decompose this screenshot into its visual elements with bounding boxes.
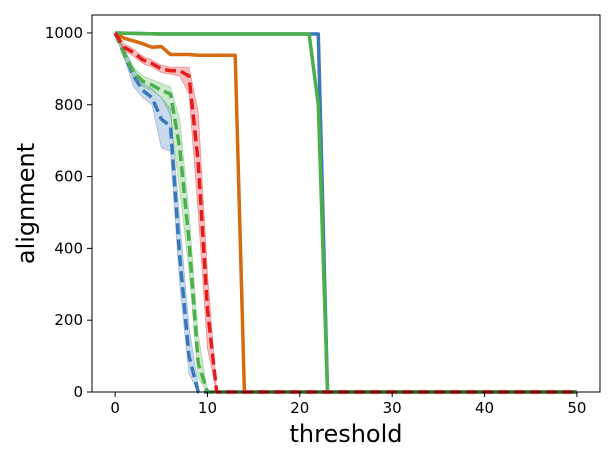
x-tick-label: 50 [567,399,586,417]
x-tick-label: 30 [383,399,402,417]
series-4-line [113,32,577,394]
x-axis-ticks: 0 10 20 30 40 50 [110,392,586,417]
x-tick-label: 0 [110,399,120,417]
series-3-line [113,32,577,394]
plot-frame [91,14,601,393]
y-tick-label: 600 [54,168,83,186]
x-tick-label: 10 [198,399,217,417]
y-axis-ticks: 0 200 400 600 800 1000 [45,24,92,401]
series-4-band [114,32,208,393]
y-tick-label: 800 [54,96,83,114]
y-tick-label: 200 [54,311,83,329]
x-axis-label: threshold [289,420,402,448]
y-tick-label: 400 [54,239,83,257]
x-tick-label: 40 [475,399,494,417]
y-axis-label: alignment [12,143,40,264]
y-tick-label: 0 [73,383,83,401]
y-tick-label: 1000 [45,24,83,42]
x-tick-label: 20 [290,399,309,417]
